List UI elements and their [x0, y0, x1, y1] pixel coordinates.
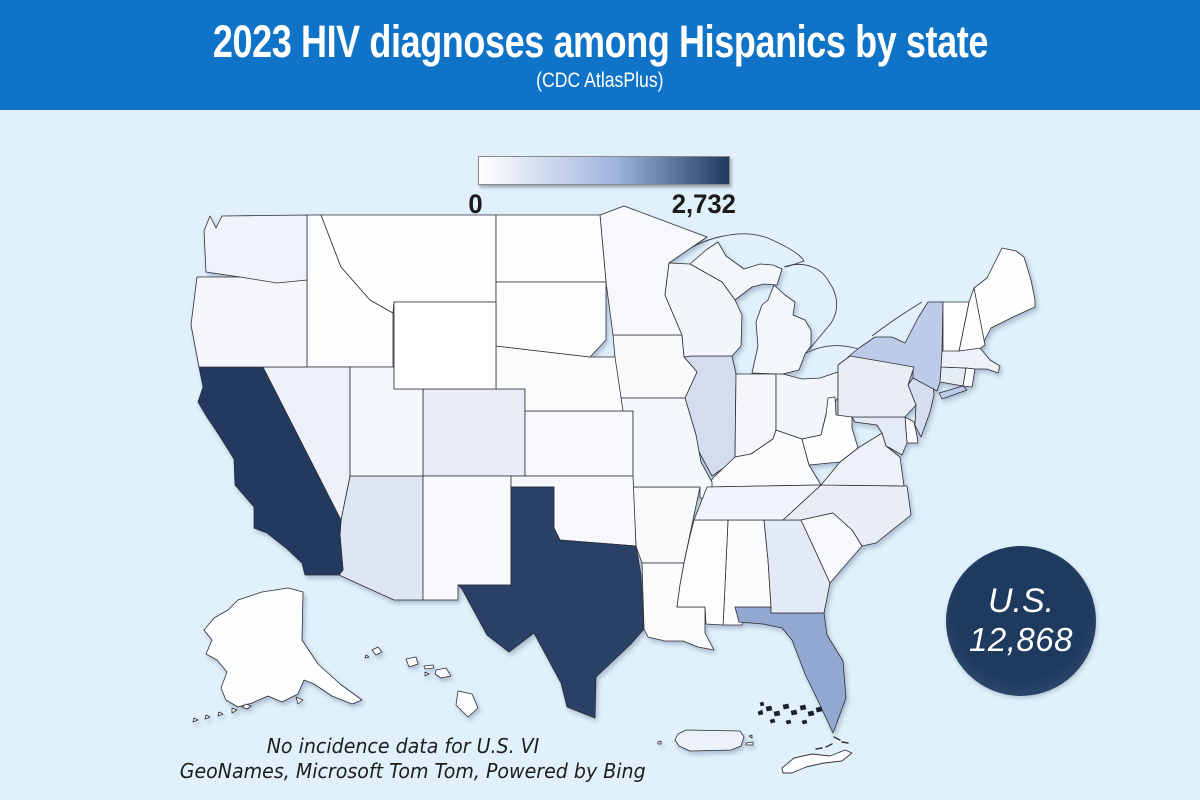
- state-ny: [847, 301, 944, 392]
- state-nd: [495, 214, 607, 283]
- state-hi: [424, 671, 430, 677]
- state-ny: [938, 385, 968, 400]
- state-wv: [801, 396, 859, 466]
- state-ne: [495, 345, 624, 412]
- state-mi: [751, 284, 812, 375]
- usvi-island: [785, 719, 792, 725]
- state-ri: [962, 367, 976, 388]
- us-total-value: 12,868: [969, 621, 1073, 658]
- state-or: [190, 276, 308, 368]
- state-me: [973, 247, 1036, 348]
- state-pr: [657, 740, 662, 745]
- state-ak: [295, 696, 304, 705]
- state-mi: [689, 241, 783, 301]
- legend-min-label: 0: [468, 189, 483, 219]
- great-lakes-shorelines: [668, 233, 923, 354]
- states-layer: [190, 205, 1036, 752]
- legend-gradient-bar: [478, 156, 730, 185]
- state-hi: [434, 667, 452, 679]
- state-pr: [748, 734, 753, 739]
- state-sc: [800, 512, 863, 584]
- state-fl: [734, 606, 847, 734]
- legend-max-label: 2,732: [672, 189, 737, 219]
- state-tx: [457, 486, 645, 719]
- florida-keys: [815, 747, 823, 750]
- state-sd: [495, 281, 607, 358]
- footnote-no-data: No incidence data for U.S. VI: [266, 734, 540, 758]
- usvi-island: [790, 709, 798, 716]
- title-banner: 2023 HIV diagnoses among Hispanics by st…: [0, 0, 1200, 110]
- map-footnotes: No incidence data for U.S. VI GeoNames, …: [168, 734, 646, 784]
- state-pr: [745, 741, 754, 746]
- us-total-badge: U.S. 12,868: [946, 546, 1096, 696]
- state-hi: [364, 654, 370, 659]
- state-nm: [422, 475, 512, 601]
- state-ca: [197, 366, 344, 576]
- state-hi: [371, 646, 383, 656]
- florida-keys: [841, 741, 849, 744]
- islands-layer: [757, 701, 853, 774]
- state-ma: [940, 347, 1001, 374]
- state-ct: [939, 366, 967, 387]
- florida-keys: [833, 736, 841, 741]
- page-subtitle: (CDC AtlasPlus): [536, 68, 664, 92]
- state-tn: [693, 484, 822, 521]
- lake-shoreline: [783, 263, 838, 351]
- usvi-island: [799, 704, 807, 711]
- state-ak: [241, 703, 252, 710]
- state-wy: [393, 301, 497, 390]
- state-ms: [676, 519, 729, 626]
- state-ks: [524, 410, 634, 477]
- florida-keys: [825, 743, 833, 748]
- us-total-label: U.S.: [987, 582, 1055, 620]
- state-ky: [706, 429, 822, 488]
- st-croix-island: [781, 749, 853, 774]
- usvi-island: [807, 710, 815, 717]
- lake-shoreline: [805, 345, 859, 354]
- state-hi: [405, 656, 419, 668]
- usvi-island: [769, 718, 776, 724]
- state-hi: [455, 690, 479, 718]
- state-co: [422, 388, 526, 477]
- usvi-island: [782, 703, 790, 710]
- lake-shoreline: [668, 233, 805, 268]
- color-scale-legend: 0 2,732: [468, 156, 738, 220]
- usvi-island: [757, 709, 764, 716]
- page-title: 2023 HIV diagnoses among Hispanics by st…: [212, 16, 988, 68]
- usvi-island: [759, 701, 765, 707]
- state-vt: [942, 301, 970, 352]
- state-wi: [664, 262, 743, 358]
- usvi-island: [765, 705, 773, 712]
- state-ak: [203, 587, 363, 708]
- state-pa: [837, 355, 917, 418]
- state-ak: [217, 711, 224, 717]
- state-ak: [231, 707, 238, 714]
- state-wa: [203, 214, 308, 284]
- usvi-island: [801, 719, 808, 725]
- state-az: [338, 475, 424, 601]
- lake-shoreline: [871, 301, 923, 337]
- usvi-island: [773, 710, 781, 717]
- state-md: [851, 416, 908, 456]
- state-ak: [192, 717, 199, 723]
- state-ak: [204, 714, 211, 720]
- usvi-island: [815, 706, 823, 713]
- footnote-attribution: GeoNames, Microsoft Tom Tom, Powered by …: [179, 759, 646, 783]
- state-pr: [674, 729, 745, 752]
- state-hi: [423, 664, 435, 670]
